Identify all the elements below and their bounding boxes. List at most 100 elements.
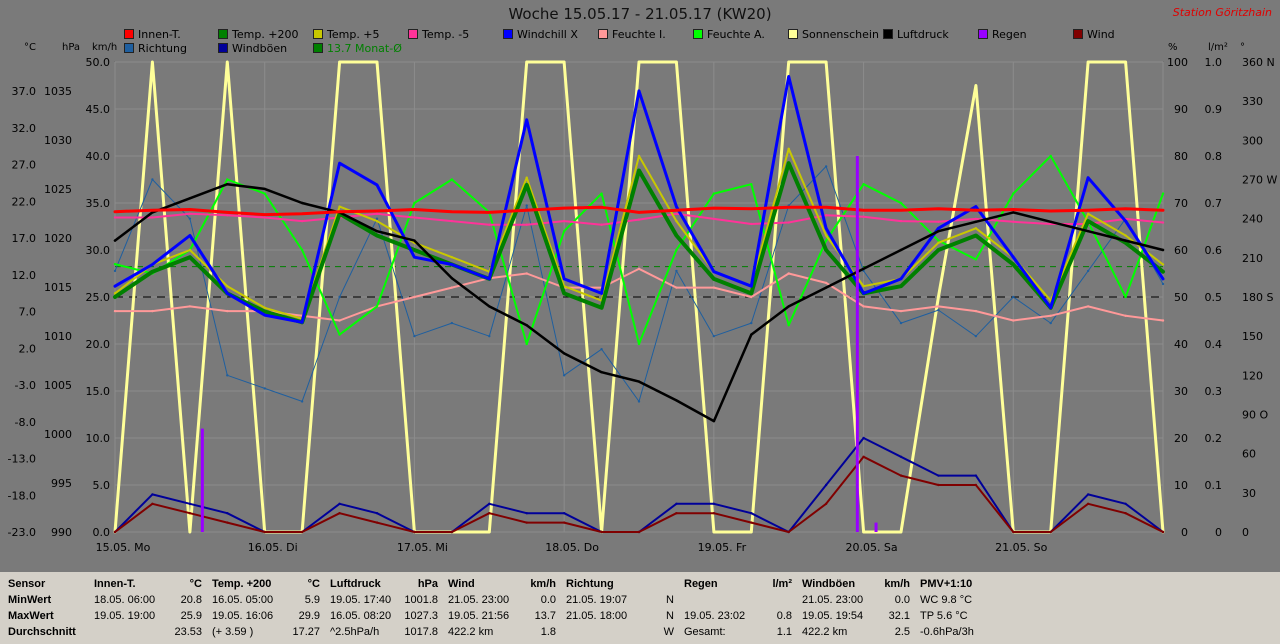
series-point xyxy=(488,334,491,338)
legend-item: 13.7 Monat-Ø xyxy=(313,42,402,55)
series-point xyxy=(974,227,978,230)
series-point xyxy=(1161,248,1165,252)
series-point xyxy=(151,211,154,214)
stats-max-time: 19.05. 19:00 xyxy=(94,610,156,622)
legend-label: Temp. -5 xyxy=(422,28,470,41)
legend-swatch xyxy=(408,29,418,39)
stats-column-header: PMV+1:10 xyxy=(920,576,1032,592)
series-point xyxy=(188,248,192,252)
stats-min-time: 21.05. 19:07 xyxy=(566,594,628,606)
stats-min-row: 16.05. 05:00 5.9 xyxy=(212,592,324,608)
series-point xyxy=(413,216,416,219)
series-point xyxy=(750,183,753,186)
rain-tick-label: 0.5 xyxy=(1205,291,1223,304)
series-point xyxy=(675,248,678,252)
stats-max-row: 19.05. 19:00 25.9 xyxy=(94,608,206,624)
stats-sensor-name: Innen-T. xyxy=(94,578,136,590)
series-point xyxy=(1049,306,1052,310)
stats-avg-time: -0.6hPa/3h xyxy=(920,626,974,638)
series-point xyxy=(450,277,454,280)
series-point xyxy=(937,207,940,210)
series-point xyxy=(375,512,379,515)
series-point xyxy=(637,380,641,383)
day-label: 21.05. So xyxy=(995,541,1047,554)
series-point xyxy=(712,277,716,281)
series-point xyxy=(974,258,978,261)
series-point xyxy=(188,234,192,237)
series-point xyxy=(300,530,304,534)
rain-tick-label: 0.6 xyxy=(1205,244,1223,257)
series-point xyxy=(525,521,528,524)
series-point xyxy=(338,210,341,213)
legend-swatch xyxy=(218,29,228,39)
series-point xyxy=(1086,212,1090,216)
series-point xyxy=(824,214,828,217)
series-point xyxy=(338,502,341,505)
series-point xyxy=(263,187,266,191)
series-point xyxy=(862,436,865,440)
series-point xyxy=(1086,176,1090,179)
series-point xyxy=(637,400,641,403)
series-point xyxy=(450,530,454,534)
stats-unit: km/h xyxy=(884,578,910,590)
series-point xyxy=(974,217,978,221)
stats-sensor-name: Regen xyxy=(684,578,718,590)
stats-avg-value: 1.8 xyxy=(540,626,556,638)
stats-row-label: Durchschnitt xyxy=(8,626,76,638)
series-point xyxy=(338,333,341,336)
series-point xyxy=(263,387,266,390)
legend-label: Sonnenschein xyxy=(802,28,879,41)
legend-label: Wind xyxy=(1087,28,1115,41)
axis-unit: hPa xyxy=(62,42,80,53)
series-point xyxy=(824,502,828,505)
legend-swatch xyxy=(693,29,703,39)
series-point xyxy=(1012,295,1015,299)
series-point xyxy=(488,502,491,505)
series-point xyxy=(937,295,940,299)
legend-item: Temp. +5 xyxy=(313,28,380,41)
rain-tick-label: 1.0 xyxy=(1205,56,1223,69)
stats-row-label: MinWert xyxy=(8,594,52,606)
stats-max-row: 16.05. 08:20 1027.3 xyxy=(330,608,442,624)
series-point xyxy=(974,84,978,87)
series-point xyxy=(974,483,978,487)
series-point xyxy=(188,212,192,216)
stats-max-time: TP 5.6 °C xyxy=(920,610,968,622)
series-point xyxy=(1161,530,1165,534)
series-point xyxy=(600,530,603,534)
series-point xyxy=(1012,208,1015,211)
series-point xyxy=(750,521,753,524)
legend-item: Windchill X xyxy=(503,28,578,41)
stats-max-value: 13.7 xyxy=(534,610,556,622)
series-point xyxy=(525,223,528,226)
series-point xyxy=(375,217,379,220)
legend: Innen-T. Richtung Temp. +200 Windböen Temp. … xyxy=(0,28,1280,60)
series-point xyxy=(637,60,641,64)
dir-tick-label: 330 xyxy=(1242,95,1263,108)
series-point xyxy=(1049,222,1052,226)
stats-unit: °C xyxy=(189,578,202,590)
series-point xyxy=(787,324,790,327)
kmh-tick-label: 40.0 xyxy=(86,150,111,163)
legend-item: Regen xyxy=(978,28,1027,41)
temp-tick-label: -13.0 xyxy=(8,453,36,466)
series-point xyxy=(899,277,903,281)
stats-min-value: N xyxy=(666,594,674,606)
series-point xyxy=(862,267,865,270)
series-point xyxy=(488,305,491,308)
series-point xyxy=(375,183,379,187)
kmh-tick-label: 25.0 xyxy=(86,291,111,304)
series-point xyxy=(263,313,266,317)
stats-sensor-name: Luftdruck xyxy=(330,578,381,590)
rain-tick-label: 0.7 xyxy=(1205,197,1223,210)
stats-avg-row: (+ 3.59 ) 17.27 xyxy=(212,624,324,640)
hpa-tick-label: 1025 xyxy=(44,183,72,196)
rain-bar xyxy=(855,156,859,532)
hpa-tick-label: 1035 xyxy=(44,85,72,98)
dir-tick-label: 300 xyxy=(1242,134,1263,147)
temp-tick-label: 37.0 xyxy=(12,85,37,98)
series-point xyxy=(413,239,416,242)
hpa-tick-label: 1015 xyxy=(44,281,72,294)
series-point xyxy=(750,295,753,299)
temp-tick-label: -23.0 xyxy=(8,526,36,539)
